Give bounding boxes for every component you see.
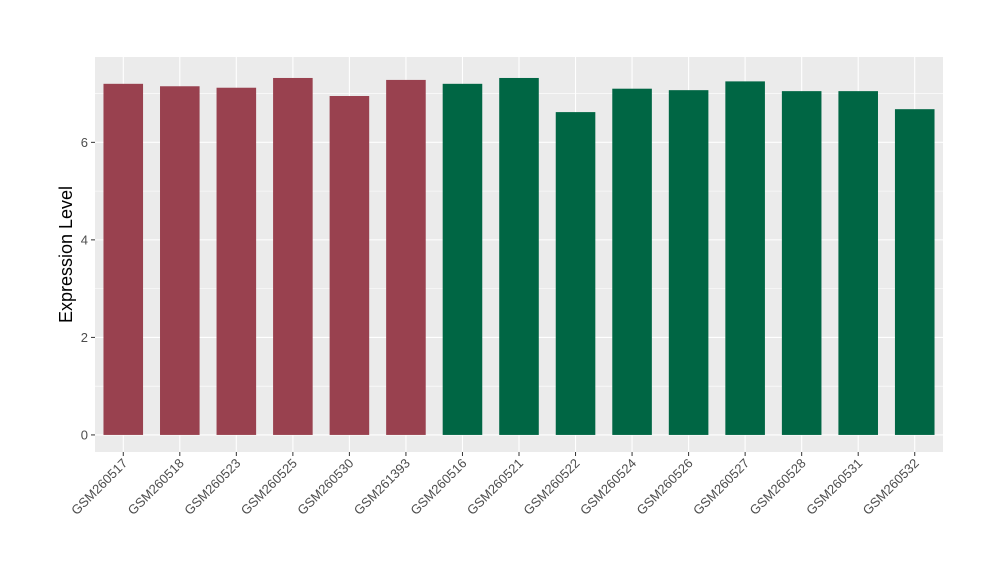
x-tick-label: GSM260525 (238, 456, 300, 518)
y-tick-label: 6 (81, 135, 88, 150)
x-tick-label: GSM260528 (747, 456, 809, 518)
x-tick-label: GSM260532 (860, 456, 922, 518)
bar-GSM261393 (386, 79, 426, 435)
x-tick-label: GSM260524 (577, 456, 639, 518)
x-tick-label: GSM260531 (803, 456, 865, 518)
bar-GSM260518 (160, 86, 200, 435)
y-axis: 0 2 4 6 (81, 135, 95, 442)
bar-GSM260528 (781, 91, 822, 435)
bars (103, 77, 935, 435)
x-tick-label: GSM260521 (464, 456, 526, 518)
bar-GSM260516 (442, 83, 483, 435)
bar-GSM260524 (612, 88, 652, 435)
y-tick-label: 2 (81, 330, 88, 345)
bar-GSM260527 (725, 81, 765, 435)
x-tick-label: GSM260523 (181, 456, 243, 518)
x-tick-label: GSM260518 (125, 456, 187, 518)
bar-GSM260521 (499, 77, 539, 435)
x-tick-label: GSM260517 (68, 456, 130, 518)
bar-GSM260517 (103, 83, 144, 435)
bar-GSM260532 (894, 109, 935, 435)
bar-GSM260530 (329, 96, 370, 435)
bar-GSM260531 (838, 91, 878, 435)
x-tick-label: GSM260527 (690, 456, 752, 518)
x-tick-label: GSM260530 (294, 456, 356, 518)
bar-GSM260522 (555, 112, 596, 435)
x-axis: GSM260517GSM260518GSM260523GSM260525GSM2… (68, 452, 922, 518)
y-axis-label: Expression Level (56, 186, 76, 323)
bar-GSM260526 (668, 90, 709, 435)
x-tick-label: GSM260526 (633, 456, 695, 518)
y-tick-label: 0 (81, 427, 88, 442)
x-tick-label: GSM260522 (520, 456, 582, 518)
bar-GSM260523 (216, 87, 257, 435)
bar-GSM260525 (273, 77, 313, 435)
y-tick-label: 4 (81, 232, 88, 247)
x-tick-label: GSM261393 (351, 456, 413, 518)
x-tick-label: GSM260516 (407, 456, 469, 518)
